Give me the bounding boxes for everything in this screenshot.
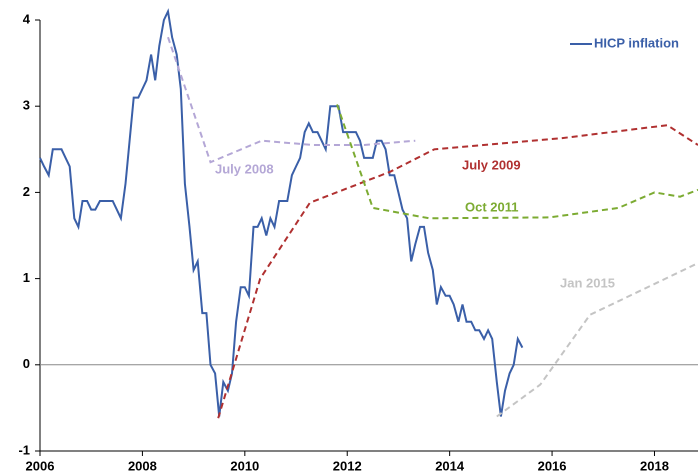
series-line	[167, 36, 416, 164]
y-tick-label: 3	[23, 98, 30, 113]
y-tick-label: 4	[23, 11, 31, 26]
y-tick-label: 2	[23, 184, 30, 199]
y-tick-label: 1	[23, 270, 30, 285]
series-label: July 2008	[215, 161, 274, 176]
x-tick-label: 2008	[128, 458, 157, 473]
series-label: Jan 2015	[560, 275, 615, 290]
x-tick-label: 2012	[333, 458, 362, 473]
series-line	[217, 124, 698, 419]
x-tick-label: 2010	[230, 458, 259, 473]
series-label: July 2009	[462, 157, 521, 172]
series-line	[39, 8, 524, 417]
series-line	[336, 104, 698, 220]
x-tick-label: 2014	[435, 458, 465, 473]
x-tick-label: 2016	[538, 458, 567, 473]
x-tick-label: 2018	[640, 458, 669, 473]
y-tick-label: -1	[18, 442, 30, 457]
series-label: Oct 2011	[465, 199, 519, 214]
legend-label: HICP inflation	[594, 35, 679, 50]
x-tick-label: 2006	[26, 458, 55, 473]
y-tick-label: 0	[23, 356, 30, 371]
